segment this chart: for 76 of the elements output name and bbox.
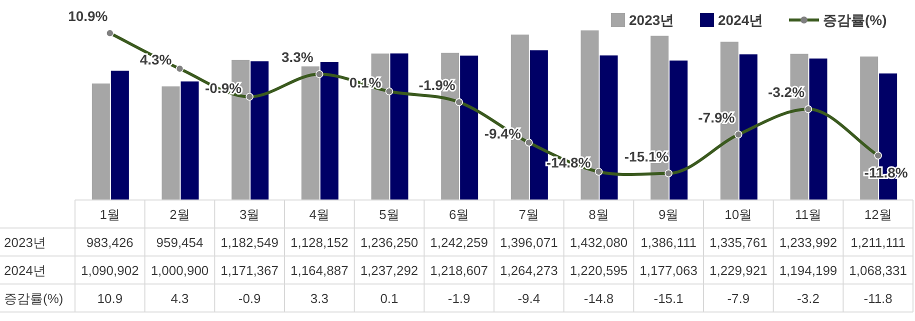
data-label: 1,068,331 — [849, 263, 908, 278]
data-label: -3.2 — [797, 291, 820, 306]
bar — [460, 56, 478, 200]
data-label: 983,426 — [86, 235, 134, 250]
text: 2023년 — [4, 235, 46, 250]
bar — [739, 54, 758, 200]
data-label: 1,432,080 — [570, 235, 628, 250]
x-tick-label: 7월 — [518, 207, 540, 222]
data-label: 3.3 — [310, 291, 328, 306]
x-tick-label: 10월 — [724, 207, 752, 222]
legend-label: 2024년 — [718, 12, 764, 28]
data-label: 0.1 — [380, 291, 398, 306]
data-label: 1,164,887 — [290, 263, 348, 278]
x-tick-label: 5월 — [379, 207, 400, 222]
x-tick-label: 3월 — [239, 207, 260, 222]
data-label: 959,454 — [156, 235, 204, 250]
bar — [162, 86, 180, 200]
data-label: 1,396,071 — [500, 235, 558, 250]
bar — [670, 60, 688, 200]
data-label: 4.3 — [170, 291, 189, 306]
bar — [600, 55, 618, 200]
data-label: 1,128,152 — [290, 235, 348, 250]
data-label: 1,218,607 — [430, 263, 488, 278]
data-label: 1,220,595 — [570, 263, 628, 278]
bar — [390, 53, 408, 200]
x-tick-label: 4월 — [309, 207, 330, 222]
bar — [92, 84, 110, 200]
annotation: -15.1% — [624, 148, 670, 164]
data-label: 1,182,549 — [220, 235, 279, 250]
text: 10.9% — [68, 8, 108, 24]
data-label: 1,236,250 — [360, 235, 418, 250]
data-label: -14.8 — [584, 291, 614, 306]
x-tick-label: 9월 — [658, 207, 679, 222]
bar — [250, 61, 269, 200]
bar — [530, 50, 548, 200]
annotation: -7.9% — [698, 110, 736, 126]
data-label: 1,194,199 — [779, 263, 838, 278]
data-label: -15.1 — [654, 291, 684, 306]
legend-label: 증감률(%) — [823, 12, 887, 28]
data-label: 10.9 — [97, 291, 123, 306]
x-tick-label: 6월 — [448, 207, 470, 222]
data-label: 1,264,273 — [500, 263, 558, 278]
bar — [301, 66, 320, 200]
x-tick-label: 8월 — [588, 207, 609, 222]
annotation: 3.3% — [281, 49, 314, 66]
bar — [320, 62, 338, 200]
legend-label: 2023년 — [629, 12, 674, 28]
x-tick-label: 2월 — [170, 207, 190, 222]
data-label: 1,242,259 — [430, 235, 488, 250]
data-label: 1,233,992 — [779, 235, 838, 250]
data-label: -1.9 — [448, 291, 470, 306]
annotation: -1.9% — [418, 77, 456, 94]
data-label: 1,237,292 — [360, 263, 418, 278]
text: 2024년 — [4, 263, 46, 278]
data-label: 1,090,902 — [80, 263, 139, 278]
annotation: 0.1% — [349, 74, 382, 90]
data-label: -9.4 — [518, 291, 540, 306]
data-label: 1,386,111 — [640, 235, 697, 250]
data-label: 1,229,921 — [709, 263, 768, 278]
bar — [809, 58, 828, 200]
data-label: 1,335,761 — [709, 235, 768, 250]
x-tick-label: 1월 — [100, 207, 120, 222]
x-tick-label: 11월 — [795, 207, 822, 222]
bar — [110, 70, 129, 200]
text: 증감률(%) — [4, 291, 64, 306]
data-label: 1,000,900 — [150, 263, 209, 278]
x-tick-label: 12월 — [864, 207, 892, 222]
annotation: -3.2% — [768, 84, 806, 100]
data-label: -11.8 — [864, 291, 892, 306]
data-label: 1,211,111 — [850, 235, 906, 250]
annotation: -11.8% — [864, 164, 908, 181]
data-label: -7.9 — [727, 291, 750, 306]
data-label: -0.9 — [238, 291, 261, 306]
bar — [180, 81, 199, 200]
data-label: 1,177,063 — [640, 263, 698, 278]
data-label: 1,171,367 — [220, 263, 279, 278]
